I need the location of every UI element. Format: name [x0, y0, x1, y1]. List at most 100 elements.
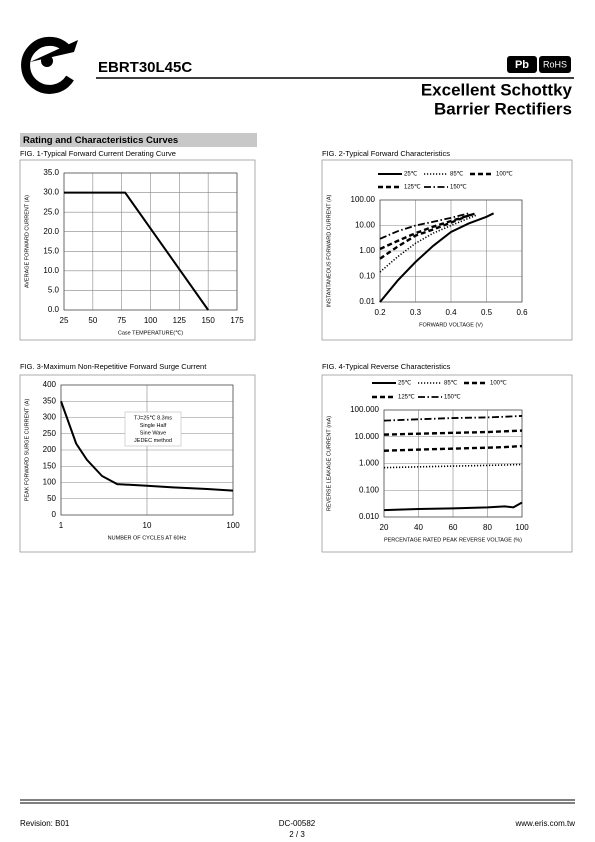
plot-frame: [383, 409, 523, 518]
legend-label: 85℃: [444, 381, 458, 387]
y-tick-label: 30.0: [43, 188, 59, 197]
pb-text: Pb: [515, 59, 529, 71]
annotation: Sine Wave: [140, 430, 166, 436]
plot-frame: [379, 199, 523, 303]
chart-title: FIG. 1-Typical Forward Current Derating …: [20, 149, 176, 158]
legend-label: 25℃: [404, 172, 418, 178]
data-line: [379, 212, 473, 260]
rohs-badge: [539, 56, 571, 73]
data-line: [383, 501, 523, 512]
legend-label: 25℃: [398, 381, 412, 387]
x-axis-label: Case TEMPERATURE(℃): [118, 330, 183, 336]
x-tick-label: 0.3: [410, 308, 422, 317]
annotation: TJ=25℃ 8.3ms: [134, 415, 172, 421]
y-axis-label: AVERAGE FORWARD CURRENT (A): [24, 195, 30, 288]
y-tick-label: 150: [43, 461, 57, 470]
y-tick-label: 100.000: [350, 405, 379, 414]
chart-title: FIG. 2-Typical Forward Characteristics: [322, 149, 450, 158]
x-tick-label: 40: [414, 523, 423, 532]
y-tick-label: 100: [43, 478, 57, 487]
x-tick-label: 80: [483, 523, 492, 532]
chart-frame: [321, 374, 573, 553]
y-tick-label: 25.0: [43, 207, 59, 216]
x-tick-label: 0.5: [481, 308, 493, 317]
y-axis-label: REVERSE LEAKAGE CURRENT (mA): [326, 416, 332, 511]
chart-frame: [321, 159, 573, 341]
chart-title: FIG. 4-Typical Reverse Characteristics: [322, 362, 451, 371]
y-tick-label: 300: [43, 413, 57, 422]
x-axis-label: PERCENTAGE RATED PEAK REVERSE VOLTAGE (%…: [384, 537, 522, 543]
x-tick-label: 125: [173, 316, 187, 325]
x-tick-label: 75: [117, 316, 126, 325]
y-tick-label: 0.01: [359, 297, 375, 306]
revision: Revision: B01: [20, 819, 70, 828]
y-tick-label: 0.100: [359, 485, 380, 494]
legend-label: 85℃: [450, 172, 464, 178]
y-tick-label: 15.0: [43, 246, 59, 255]
data-line: [379, 212, 477, 251]
page-number: 2 / 3: [289, 830, 305, 839]
y-tick-label: 0.0: [48, 305, 60, 314]
x-tick-label: 50: [88, 316, 97, 325]
y-tick-label: 100.00: [351, 195, 376, 204]
x-tick-label: 10: [143, 521, 152, 530]
y-tick-label: 1.000: [359, 459, 380, 468]
y-tick-label: 0.010: [359, 512, 380, 521]
legend-label: 150℃: [444, 395, 461, 401]
y-tick-label: 0: [52, 510, 57, 519]
plot-frame: [60, 384, 234, 516]
data-line: [379, 212, 495, 303]
legend-label: 100℃: [496, 172, 513, 178]
y-axis-label: PEAK FORWARD SURGE CURRENT (A): [24, 399, 30, 502]
annotation: Single Half: [140, 423, 167, 429]
x-tick-label: 100: [144, 316, 158, 325]
y-tick-label: 0.10: [359, 272, 375, 281]
x-tick-label: 100: [226, 521, 240, 530]
annotation-box: [124, 411, 182, 447]
y-tick-label: 50: [47, 494, 56, 503]
y-tick-label: 1.00: [359, 246, 375, 255]
doc-number: DC-00582: [279, 819, 316, 828]
x-tick-label: 175: [230, 316, 244, 325]
x-tick-label: 1: [59, 521, 64, 530]
y-tick-label: 10.000: [355, 432, 380, 441]
x-tick-label: 20: [380, 523, 389, 532]
data-line: [64, 191, 209, 311]
y-tick-label: 400: [43, 380, 57, 389]
part-number: EBRT30L45C: [98, 59, 192, 76]
y-tick-label: 5.0: [48, 286, 60, 295]
section-title: Rating and Characteristics Curves: [23, 135, 178, 146]
title: Barrier Rectifiers: [434, 99, 572, 118]
data-line: [383, 463, 523, 469]
website: www.eris.com.tw: [514, 819, 575, 828]
x-axis-label: NUMBER OF CYCLES AT 60Hz: [108, 535, 187, 541]
x-tick-label: 60: [449, 523, 458, 532]
chart: FIG. 1-Typical Forward Current Derating …: [19, 149, 256, 341]
rohs-text: RoHS: [543, 59, 567, 69]
y-tick-label: 350: [43, 396, 57, 405]
chart-title: FIG. 3-Maximum Non-Repetitive Forward Su…: [20, 362, 207, 371]
chart-frame: [19, 159, 256, 341]
y-tick-label: 200: [43, 445, 57, 454]
legend-label: 125℃: [398, 395, 415, 401]
data-line: [383, 429, 523, 436]
plot-frame: [63, 172, 238, 311]
x-tick-label: 0.2: [374, 308, 386, 317]
x-tick-label: 150: [201, 316, 215, 325]
y-tick-label: 250: [43, 429, 57, 438]
data-line: [379, 214, 477, 273]
data-line: [379, 212, 469, 240]
y-tick-label: 35.0: [43, 168, 59, 177]
chart: FIG. 2-Typical Forward Characteristics 0.…: [321, 149, 573, 341]
logo: [21, 36, 78, 94]
annotation: JEDEC method: [134, 438, 172, 444]
pb-badge: [507, 56, 537, 73]
legend-label: 100℃: [490, 381, 507, 387]
data-line: [60, 400, 234, 492]
title: Excellent Schottky: [421, 80, 573, 99]
chart: FIG. 3-Maximum Non-Repetitive Forward Su…: [19, 362, 256, 553]
y-tick-label: 10.00: [355, 221, 376, 230]
legend-label: 125℃: [404, 185, 421, 191]
x-axis-label: FORWARD VOLTAGE (V): [419, 322, 483, 328]
